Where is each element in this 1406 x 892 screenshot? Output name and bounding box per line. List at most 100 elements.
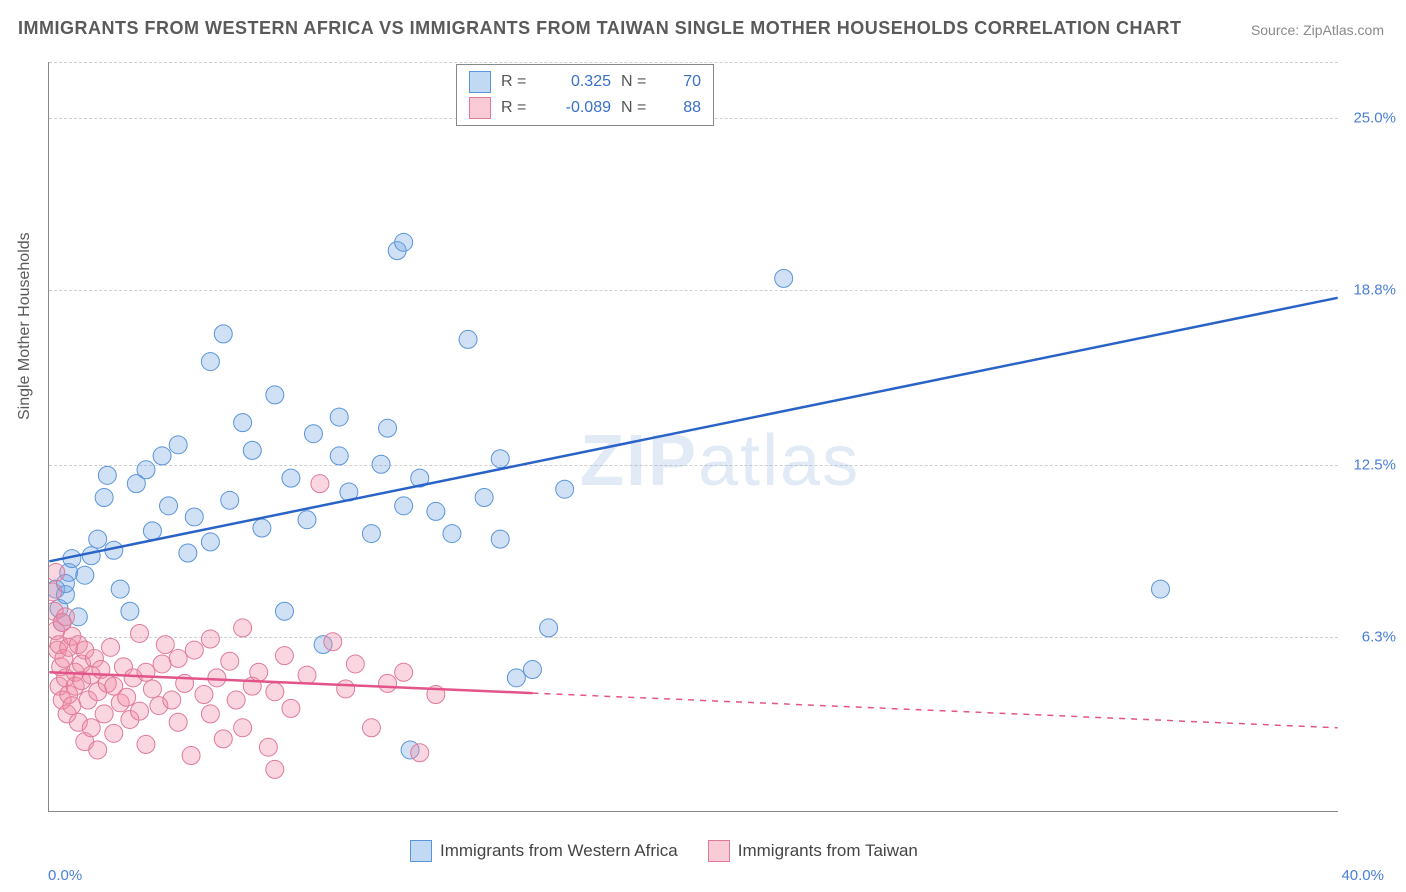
data-point <box>118 688 136 706</box>
y-tick-label: 18.8% <box>1353 281 1396 298</box>
data-point <box>395 663 413 681</box>
data-point <box>304 425 322 443</box>
scatter-plot-svg <box>49 62 1338 811</box>
data-point <box>95 705 113 723</box>
source-value: ZipAtlas.com <box>1303 22 1384 38</box>
data-point <box>143 522 161 540</box>
data-point <box>214 730 232 748</box>
legend-series: Immigrants from Western Africa Immigrants… <box>410 840 918 862</box>
legend-series-item: Immigrants from Taiwan <box>708 840 918 862</box>
data-point <box>121 602 139 620</box>
data-point <box>137 663 155 681</box>
data-point <box>49 563 65 581</box>
data-point <box>102 638 120 656</box>
data-point <box>395 497 413 515</box>
data-point <box>266 386 284 404</box>
legend-swatch <box>469 71 491 93</box>
data-point <box>395 233 413 251</box>
data-point <box>1152 580 1170 598</box>
data-point <box>523 661 541 679</box>
data-point <box>372 455 390 473</box>
data-point <box>362 525 380 543</box>
r-value: 0.325 <box>541 73 611 91</box>
data-point <box>156 636 174 654</box>
legend-series-label: Immigrants from Taiwan <box>738 841 918 861</box>
data-point <box>243 441 261 459</box>
data-point <box>63 697 81 715</box>
data-point <box>540 619 558 637</box>
data-point <box>131 624 149 642</box>
data-point <box>153 447 171 465</box>
r-label: R = <box>501 99 531 117</box>
data-point <box>185 641 203 659</box>
legend-swatch <box>410 840 432 862</box>
data-point <box>185 508 203 526</box>
data-point <box>443 525 461 543</box>
data-point <box>556 480 574 498</box>
data-point <box>234 414 252 432</box>
data-point <box>105 724 123 742</box>
r-value: -0.089 <box>541 99 611 117</box>
data-point <box>775 269 793 287</box>
data-point <box>160 497 178 515</box>
data-point <box>491 530 509 548</box>
data-point <box>143 680 161 698</box>
data-point <box>76 566 94 584</box>
y-axis-label: Single Mother Households <box>16 232 34 420</box>
data-point <box>56 608 74 626</box>
data-point <box>275 647 293 665</box>
data-point <box>95 489 113 507</box>
y-tick-label: 12.5% <box>1353 456 1396 473</box>
data-point <box>266 760 284 778</box>
data-point <box>221 652 239 670</box>
data-point <box>250 663 268 681</box>
data-point <box>169 713 187 731</box>
data-point <box>98 466 116 484</box>
data-point <box>153 655 171 673</box>
chart-plot-area <box>48 62 1338 812</box>
data-point <box>137 461 155 479</box>
data-point <box>324 633 342 651</box>
data-point <box>182 747 200 765</box>
y-tick-label: 25.0% <box>1353 109 1396 126</box>
trendline-dashed <box>532 693 1337 728</box>
data-point <box>311 475 329 493</box>
data-point <box>195 686 213 704</box>
data-point <box>491 450 509 468</box>
data-point <box>111 580 129 598</box>
data-point <box>475 489 493 507</box>
legend-stat-row: R =-0.089N =88 <box>469 95 701 121</box>
data-point <box>137 735 155 753</box>
data-point <box>298 666 316 684</box>
data-point <box>346 655 364 673</box>
data-point <box>275 602 293 620</box>
legend-swatch <box>469 97 491 119</box>
data-point <box>459 330 477 348</box>
data-point <box>282 699 300 717</box>
legend-swatch <box>708 840 730 862</box>
data-point <box>411 744 429 762</box>
data-point <box>234 719 252 737</box>
data-point <box>89 741 107 759</box>
y-tick-label: 6.3% <box>1362 629 1396 646</box>
legend-stat-row: R =0.325N =70 <box>469 69 701 95</box>
source-label: Source: <box>1251 22 1299 38</box>
data-point <box>201 353 219 371</box>
n-label: N = <box>621 99 651 117</box>
data-point <box>131 702 149 720</box>
data-point <box>330 447 348 465</box>
data-point <box>221 491 239 509</box>
legend-series-label: Immigrants from Western Africa <box>440 841 678 861</box>
n-value: 70 <box>661 73 701 91</box>
chart-title: IMMIGRANTS FROM WESTERN AFRICA VS IMMIGR… <box>18 18 1181 39</box>
x-axis-max-label: 40.0% <box>1341 867 1384 884</box>
data-point <box>282 469 300 487</box>
data-point <box>266 683 284 701</box>
data-point <box>169 436 187 454</box>
data-point <box>253 519 271 537</box>
source-attribution: Source: ZipAtlas.com <box>1251 22 1384 38</box>
data-point <box>201 705 219 723</box>
data-point <box>507 669 525 687</box>
n-label: N = <box>621 73 651 91</box>
legend-series-item: Immigrants from Western Africa <box>410 840 678 862</box>
